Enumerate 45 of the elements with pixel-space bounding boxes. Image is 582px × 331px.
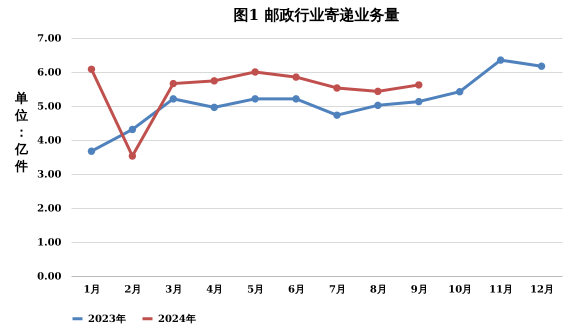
point <box>251 68 259 76</box>
point <box>374 102 382 110</box>
point <box>415 81 422 89</box>
x-tick-label: 7月 <box>328 284 346 296</box>
point <box>210 77 218 85</box>
point <box>292 95 300 103</box>
point <box>170 95 177 103</box>
y-axis-title: 单位：亿件 <box>14 90 29 174</box>
y-tick-label: 5.00 <box>37 102 62 112</box>
point <box>251 95 259 103</box>
y-tick-label: 3.00 <box>37 170 62 180</box>
point <box>415 98 422 106</box>
point <box>88 66 96 73</box>
point <box>333 84 341 92</box>
legend-label: 2024年 <box>158 312 196 325</box>
point <box>128 126 136 134</box>
y-tick-label: 1.00 <box>37 238 62 248</box>
x-tick-label: 2月 <box>124 284 142 296</box>
x-tick-label: 8月 <box>370 284 387 296</box>
y-tick-label: 4.00 <box>37 136 62 146</box>
x-tick-label: 5月 <box>247 284 264 296</box>
x-tick-label: 10月 <box>448 284 472 296</box>
x-tick-label: 1月 <box>83 284 100 296</box>
legend-label: 2023年 <box>88 312 126 325</box>
y-tick-label: 7.00 <box>37 34 62 44</box>
x-tick-label: 3月 <box>165 284 182 296</box>
point <box>374 88 382 96</box>
x-tick-label: 12月 <box>530 284 554 296</box>
x-tick-label: 4月 <box>206 284 224 296</box>
y-tick-label: 2.00 <box>37 204 62 214</box>
point <box>170 80 177 88</box>
y-tick-label: 0.00 <box>37 272 62 282</box>
point <box>210 104 218 112</box>
point <box>88 148 96 155</box>
y-tick-label: 6.00 <box>37 68 62 78</box>
x-tick-label: 9月 <box>410 284 428 296</box>
point <box>128 152 136 160</box>
point <box>292 73 300 81</box>
point <box>496 56 504 64</box>
point <box>456 88 464 96</box>
x-tick-label: 11月 <box>489 284 514 296</box>
point <box>333 111 341 119</box>
x-tick-label: 6月 <box>288 284 306 296</box>
point <box>538 62 546 70</box>
chart-title: 图1 邮政行业寄递业务量 <box>234 6 400 24</box>
